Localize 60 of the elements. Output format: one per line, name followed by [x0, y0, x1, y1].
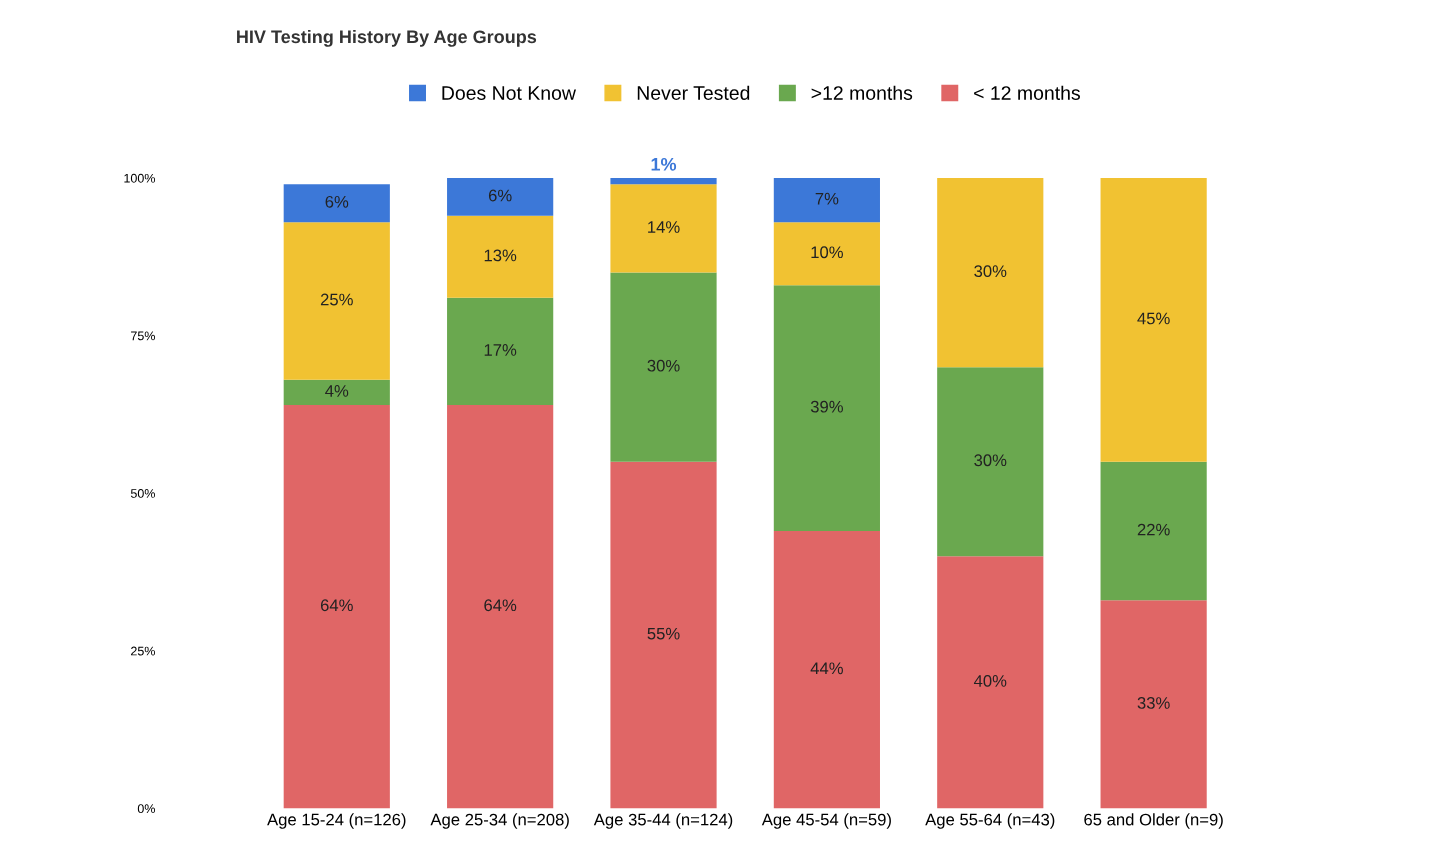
data-label: 45% — [1137, 312, 1170, 325]
chart-title: HIV Testing History By Age Groups — [237, 29, 537, 47]
bar — [447, 215, 554, 298]
bar — [1100, 461, 1207, 601]
x-tick-label: Age 25-34 (n=208) — [430, 813, 569, 829]
bar — [773, 531, 880, 809]
x-tick-label: 65 and Older (n=9) — [1084, 813, 1223, 829]
legend-label: Does Not Know — [442, 86, 576, 100]
bar — [773, 285, 880, 532]
data-label: 44% — [810, 662, 843, 675]
data-label: 22% — [1137, 523, 1170, 536]
bar — [447, 297, 554, 405]
bar — [283, 404, 390, 809]
data-label: 30% — [974, 265, 1007, 278]
data-label: 39% — [810, 400, 843, 413]
data-label: 10% — [811, 246, 843, 259]
data-label: 25% — [320, 293, 353, 306]
bar — [773, 222, 880, 286]
bar — [283, 222, 390, 380]
bar — [447, 404, 554, 809]
data-label: 55% — [647, 627, 680, 640]
bar — [283, 184, 390, 223]
legend-label: >12 months — [811, 85, 913, 100]
data-label: 33% — [1137, 697, 1170, 709]
y-tick-label: 100% — [124, 173, 155, 183]
x-tick-label: Age 45-54 (n=59) — [761, 813, 891, 829]
bar — [283, 379, 390, 405]
x-tick-label: Age 15-24 (n=126) — [267, 813, 406, 829]
bar — [610, 461, 717, 809]
data-label: 64% — [320, 599, 353, 612]
y-tick-label: 0% — [137, 804, 155, 814]
bar — [773, 178, 880, 223]
y-tick-label: 25% — [131, 646, 155, 656]
bar — [1100, 600, 1207, 809]
bar — [610, 184, 717, 273]
data-label: 7% — [815, 192, 839, 205]
data-label: 30% — [647, 359, 680, 372]
data-label: 4% — [325, 385, 349, 397]
x-tick-label: Age 35-44 (n=124) — [593, 813, 733, 829]
data-label: 17% — [484, 344, 517, 356]
y-tick-label: 50% — [130, 489, 155, 498]
data-label: 40% — [973, 675, 1007, 687]
bar — [937, 556, 1044, 809]
data-label: 14% — [648, 221, 680, 233]
bar — [610, 178, 717, 185]
legend-label: Never Tested — [637, 85, 750, 100]
bar — [937, 367, 1044, 557]
legend-label: < 12 months — [974, 85, 1080, 100]
data-label: 6% — [325, 195, 349, 208]
bar — [1100, 178, 1207, 462]
bar — [610, 272, 717, 462]
x-tick-label: Age 55-64 (n=43) — [925, 813, 1055, 829]
bar — [937, 178, 1044, 368]
y-tick-label: 75% — [131, 331, 155, 341]
data-label: 30% — [974, 454, 1007, 467]
data-label: 6% — [488, 189, 512, 202]
data-label: 1% — [651, 157, 677, 171]
bar — [447, 178, 554, 216]
data-label: 13% — [484, 249, 517, 262]
data-label: 64% — [484, 599, 517, 612]
